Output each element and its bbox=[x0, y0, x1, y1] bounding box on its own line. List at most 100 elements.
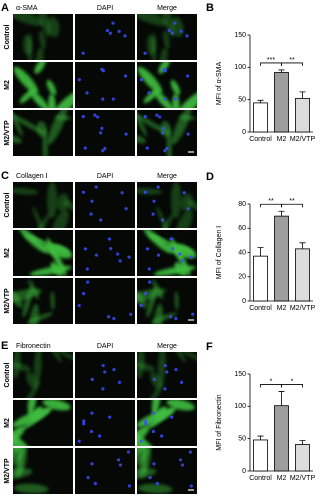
image-background bbox=[75, 448, 135, 494]
cell bbox=[57, 352, 73, 363]
nucleus bbox=[143, 114, 147, 119]
micrograph bbox=[137, 278, 197, 324]
image-background bbox=[75, 278, 135, 324]
cell bbox=[13, 110, 23, 137]
cell bbox=[163, 30, 170, 50]
x-tick-label: Control bbox=[249, 136, 272, 143]
nucleus bbox=[152, 377, 156, 381]
nucleus bbox=[189, 484, 193, 488]
nucleus bbox=[127, 255, 131, 259]
cell bbox=[152, 303, 163, 324]
nucleus bbox=[191, 312, 195, 316]
row-label: M2/VTP bbox=[4, 458, 11, 484]
cell bbox=[13, 290, 23, 308]
nucleus bbox=[160, 434, 164, 438]
cell bbox=[173, 352, 186, 363]
image-content bbox=[77, 280, 133, 321]
cell bbox=[174, 291, 179, 310]
x-tick-label: M2 bbox=[277, 305, 287, 312]
cell bbox=[137, 362, 155, 372]
micrograph bbox=[137, 14, 197, 60]
y-tick-label: 0 bbox=[242, 129, 246, 136]
cell bbox=[52, 244, 70, 254]
cell bbox=[13, 362, 31, 372]
nucleus bbox=[112, 367, 116, 372]
image-content bbox=[81, 113, 128, 153]
cell bbox=[170, 237, 191, 276]
cell bbox=[13, 448, 20, 460]
image-content bbox=[13, 182, 73, 228]
cell bbox=[171, 110, 192, 145]
nucleus bbox=[152, 411, 156, 415]
image-content bbox=[137, 352, 197, 398]
cell bbox=[137, 290, 147, 308]
nucleus bbox=[151, 212, 155, 216]
cell bbox=[34, 62, 46, 74]
cell bbox=[137, 483, 173, 494]
row-label: Control bbox=[4, 363, 11, 388]
x-tick-label: M2 bbox=[277, 475, 287, 482]
x-tick-label: M2/VTP bbox=[290, 305, 316, 312]
nucleus bbox=[90, 377, 94, 381]
micrograph bbox=[75, 400, 135, 446]
nucleus bbox=[178, 458, 183, 462]
significance-bracket bbox=[281, 384, 303, 388]
x-tick-label: M2/VTP bbox=[290, 136, 316, 143]
nucleus bbox=[117, 380, 122, 384]
y-tick-label: 50 bbox=[238, 97, 246, 104]
significance-label: * bbox=[270, 378, 273, 385]
cell bbox=[146, 286, 157, 318]
y-tick-label: 150 bbox=[234, 32, 246, 39]
nucleus bbox=[94, 185, 98, 189]
cell bbox=[32, 205, 48, 228]
bar bbox=[274, 72, 289, 133]
image-content bbox=[137, 448, 194, 494]
cell bbox=[170, 79, 181, 96]
nucleus bbox=[155, 481, 159, 486]
nucleus bbox=[178, 252, 182, 256]
nucleus bbox=[108, 31, 112, 35]
cell bbox=[173, 91, 197, 108]
nucleus bbox=[101, 149, 105, 153]
error-bar bbox=[278, 391, 285, 406]
panel-label: B bbox=[206, 2, 214, 14]
nucleus bbox=[163, 97, 167, 101]
micrograph bbox=[137, 400, 197, 446]
image-content bbox=[13, 448, 49, 494]
error-bar bbox=[257, 435, 264, 440]
panel-label: A bbox=[1, 2, 9, 14]
nucleus bbox=[116, 458, 121, 462]
cell bbox=[33, 352, 42, 386]
nucleus bbox=[145, 146, 149, 150]
column-header: DAPI bbox=[97, 173, 113, 180]
panel-label: C bbox=[1, 170, 9, 182]
cell bbox=[137, 134, 146, 144]
y-axis-label: MFI of α-SMA bbox=[216, 62, 223, 106]
y-tick-label: 100 bbox=[234, 64, 246, 71]
nucleus bbox=[112, 316, 116, 321]
nucleus bbox=[124, 132, 128, 136]
significance-label: * bbox=[291, 378, 294, 385]
nucleus bbox=[152, 462, 156, 466]
panel-label: F bbox=[206, 341, 213, 353]
cell bbox=[13, 113, 44, 134]
nucleus bbox=[173, 97, 177, 101]
nucleus bbox=[144, 422, 148, 426]
nucleus bbox=[109, 247, 113, 251]
cell bbox=[187, 200, 197, 212]
micrograph bbox=[75, 14, 135, 60]
cell bbox=[153, 89, 174, 108]
cell bbox=[21, 381, 41, 398]
nucleus bbox=[155, 113, 159, 117]
error-bar bbox=[278, 210, 285, 217]
significance-label: ** bbox=[289, 57, 295, 64]
nucleus bbox=[186, 207, 190, 211]
bar bbox=[274, 215, 289, 302]
nucleus bbox=[139, 303, 143, 308]
image-content bbox=[137, 182, 197, 228]
cell bbox=[22, 286, 33, 318]
micrograph bbox=[13, 110, 73, 156]
nucleus bbox=[143, 190, 148, 194]
x-tick-label: Control bbox=[249, 305, 272, 312]
nucleus bbox=[101, 363, 105, 368]
